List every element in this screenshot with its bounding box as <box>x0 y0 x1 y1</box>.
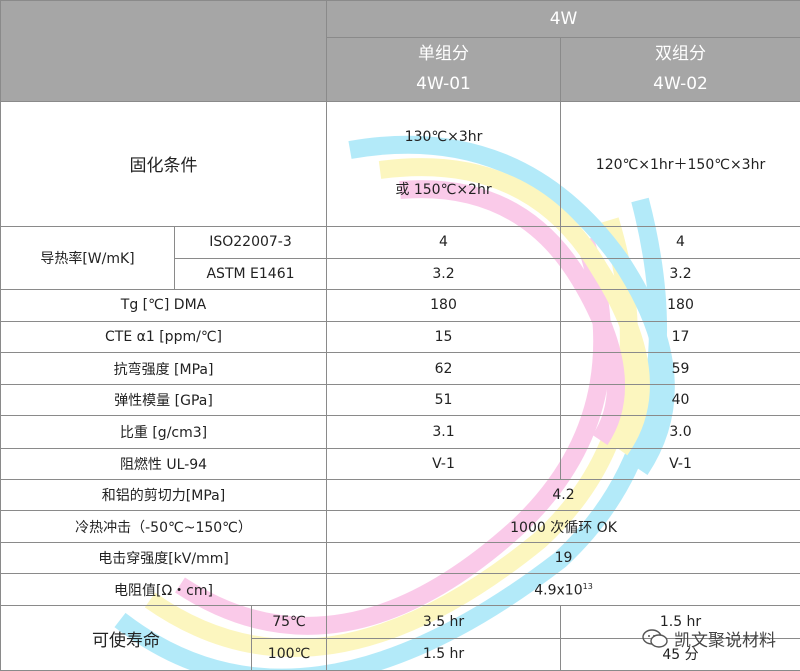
cure-label: 固化条件 <box>0 100 328 228</box>
life-temp: 75℃ <box>250 605 328 639</box>
header-corner <box>0 0 328 102</box>
thermal-value: 4 <box>326 226 562 259</box>
merged-value: 4.2 <box>326 478 800 511</box>
col2-header: 双组分 4W-02 <box>560 37 800 102</box>
prop-value: 3.0 <box>560 415 800 449</box>
cure-col1-line1: 130℃×3hr <box>404 128 483 145</box>
prop-value: 51 <box>326 384 562 417</box>
life-value: 1.5 hr <box>326 637 562 671</box>
prop-value: 59 <box>560 352 800 386</box>
thermal-method: ISO22007-3 <box>173 226 328 259</box>
prop-value: 17 <box>560 320 800 354</box>
watermark-text: 凯文聚说材料 <box>674 631 776 651</box>
prop-label: Tg [℃] DMA <box>0 288 328 322</box>
prop-value: V-1 <box>326 447 562 480</box>
col1-code: 4W-01 <box>416 74 471 95</box>
model-header: 4W <box>326 0 800 39</box>
wechat-icon <box>642 628 668 648</box>
resistivity-mantissa: 4.9x10 <box>534 582 583 599</box>
prop-value: 3.1 <box>326 415 562 449</box>
thermal-value: 3.2 <box>560 257 800 290</box>
prop-label: 比重 [g/cm3] <box>0 415 328 449</box>
col2-name: 双组分 <box>655 44 707 65</box>
merged-value: 1000 次循环 OK <box>326 509 800 544</box>
col2-code: 4W-02 <box>653 74 708 95</box>
merged-value: 19 <box>326 542 800 575</box>
resistivity-exponent: 13 <box>582 581 593 591</box>
cure-col1: 130℃×3hr 或 150℃×2hr <box>326 100 562 228</box>
merged-label: 和铝的剪切力[MPa] <box>0 478 328 511</box>
thermal-value: 4 <box>560 226 800 259</box>
prop-value: 40 <box>560 384 800 417</box>
thermal-value: 3.2 <box>326 257 562 290</box>
prop-label: 抗弯强度 [MPa] <box>0 352 328 386</box>
thermal-method: ASTM E1461 <box>173 257 328 290</box>
prop-label: CTE α1 [ppm/℃] <box>0 320 328 354</box>
prop-value: 15 <box>326 320 562 354</box>
col1-name: 单组分 <box>418 44 470 65</box>
resistivity-label: 电阻值[Ω・cm] <box>0 573 328 607</box>
life-label: 可使寿命 <box>0 605 252 671</box>
merged-label: 电击穿强度[kV/mm] <box>0 542 328 575</box>
prop-label: 弹性模量 [GPa] <box>0 384 328 417</box>
prop-label: 阻燃性 UL-94 <box>0 447 328 480</box>
merged-label: 冷热冲击（-50℃~150℃） <box>0 509 328 544</box>
prop-value: 180 <box>560 288 800 322</box>
prop-value: V-1 <box>560 447 800 480</box>
life-value: 3.5 hr <box>326 605 562 639</box>
col1-header: 单组分 4W-01 <box>326 37 562 102</box>
prop-value: 180 <box>326 288 562 322</box>
cure-col1-line2: 或 150℃×2hr <box>395 181 492 198</box>
watermark: 凯文聚说材料 <box>642 626 776 651</box>
resistivity-value: 4.9x1013 <box>326 573 800 607</box>
prop-value: 62 <box>326 352 562 386</box>
life-temp: 100℃ <box>250 637 328 671</box>
life-value: 1.5 hr <box>560 605 800 639</box>
cure-col2: 120℃×1hr＋150℃×3hr <box>560 100 800 228</box>
life-value: 45 分 <box>560 637 800 671</box>
thermal-label: 导热率[W/mK] <box>0 226 175 290</box>
